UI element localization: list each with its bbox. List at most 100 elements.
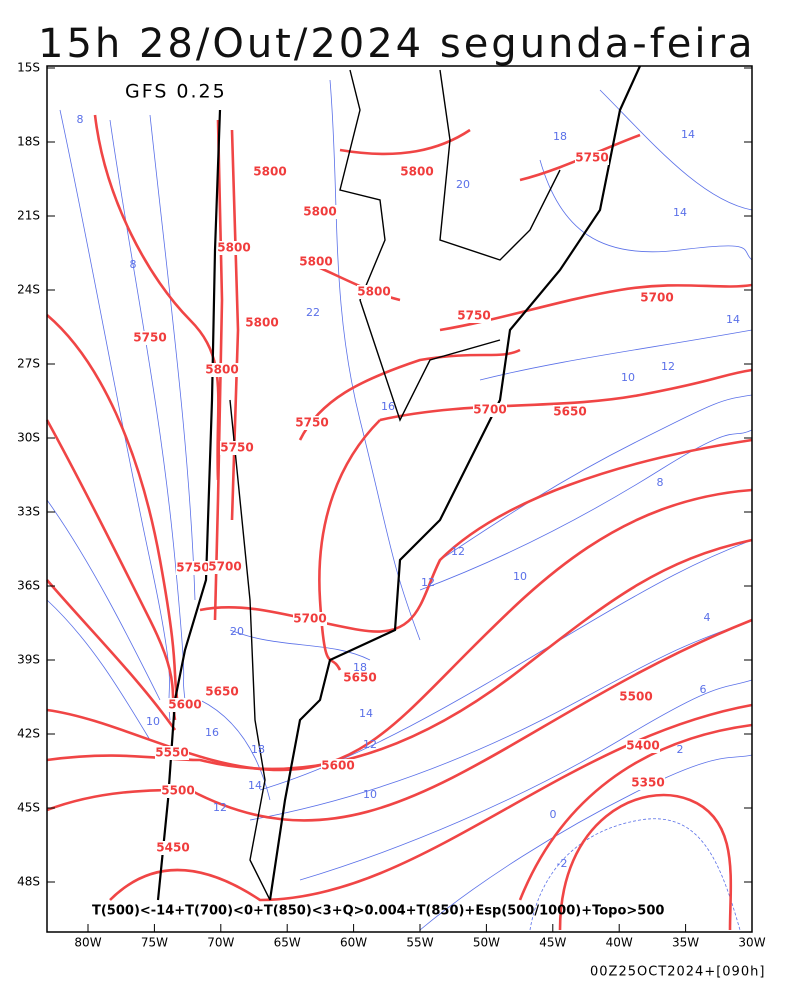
height-label: 5750	[133, 331, 166, 345]
isotherm	[479, 329, 753, 381]
label-bg	[299, 255, 333, 269]
label-bg	[208, 560, 242, 574]
temperature-label: 10	[513, 570, 527, 583]
height-label: 5800	[217, 241, 250, 255]
label-bg	[631, 776, 665, 790]
label-bg	[626, 739, 660, 753]
temperature-label: 4	[704, 611, 711, 624]
isotherm	[199, 699, 271, 801]
temperature-label: 12	[363, 738, 377, 751]
lon-label: 70W	[207, 936, 234, 950]
label-bg	[553, 405, 587, 419]
border	[229, 399, 271, 901]
height-contour	[339, 128, 471, 156]
height-contour	[439, 283, 753, 332]
label-bg	[253, 165, 287, 179]
label-bg	[133, 331, 167, 345]
lon-label: 55W	[406, 936, 433, 950]
temperature-label: 20	[230, 625, 244, 638]
label-bg	[217, 241, 251, 255]
label-bg	[293, 612, 327, 626]
height-contour	[46, 488, 753, 772]
lat-label: 21S	[17, 209, 40, 223]
temperature-label: 14	[726, 313, 740, 326]
temperature-label: -2	[557, 857, 568, 870]
height-label: 5800	[299, 255, 332, 269]
height-label: 5800	[357, 285, 390, 299]
height-label: 5800	[303, 205, 336, 219]
label-bg	[400, 165, 434, 179]
label-bg	[343, 671, 377, 685]
lat-label: 15S	[17, 61, 40, 75]
label-bg	[575, 151, 609, 165]
temperature-label: 2	[677, 743, 684, 756]
temperature-label: 10	[363, 788, 377, 801]
isotherm	[249, 619, 753, 821]
height-label: 5700	[208, 560, 241, 574]
height-label: 5650	[205, 685, 238, 699]
label-bg	[205, 363, 239, 377]
temperature-label: 8	[657, 476, 664, 489]
temperature-label: 18	[353, 661, 367, 674]
temperature-label: 14	[681, 128, 695, 141]
isotherm	[299, 679, 753, 881]
height-contour	[46, 538, 753, 771]
temperature-label: 18	[553, 130, 567, 143]
height-label: 5750	[457, 309, 490, 323]
temperature-label: 6	[700, 683, 707, 696]
label-bg	[303, 205, 337, 219]
isotherm	[46, 499, 161, 701]
lon-label: 45W	[539, 936, 566, 950]
height-contour	[46, 579, 177, 731]
lat-label: 27S	[17, 357, 40, 371]
isotherm	[46, 599, 151, 741]
height-label: 5650	[553, 405, 586, 419]
temperature-label: 16	[381, 400, 395, 413]
height-label: 5600	[321, 759, 354, 773]
border	[439, 69, 561, 261]
height-label: 5750	[176, 561, 209, 575]
lat-label: 48S	[17, 875, 40, 889]
height-contour	[298, 348, 521, 441]
lon-label: 35W	[672, 936, 699, 950]
lat-label: 45S	[17, 801, 40, 815]
temperature-label: 12	[421, 576, 435, 589]
height-label: 5400	[626, 739, 659, 753]
height-label: 5800	[205, 363, 238, 377]
label-bg	[619, 690, 653, 704]
isotherm	[109, 119, 186, 701]
isotherm	[539, 159, 753, 261]
label-bg	[156, 841, 190, 855]
lat-label: 33S	[17, 505, 40, 519]
height-label: 5750	[220, 441, 253, 455]
isotherm	[259, 539, 753, 791]
label-bg	[220, 441, 254, 455]
map-frame	[46, 65, 753, 933]
height-label: 5800	[400, 165, 433, 179]
isotherm	[59, 109, 171, 721]
temperature-label: 10	[621, 371, 635, 384]
label-bg	[357, 285, 391, 299]
label-bg	[176, 561, 210, 575]
height-label: 5500	[161, 784, 194, 798]
isotherm	[229, 629, 371, 661]
temperature-label: 8	[130, 258, 137, 271]
temperature-label: 22	[306, 306, 320, 319]
isotherm	[149, 114, 196, 601]
height-contour	[109, 703, 753, 902]
lat-label: 42S	[17, 727, 40, 741]
lon-label: 30W	[738, 936, 765, 950]
label-bg	[245, 316, 279, 330]
temperature-label: 18	[251, 743, 265, 756]
label-bg	[473, 403, 507, 417]
label-bg	[168, 698, 202, 712]
height-label: 5550	[155, 746, 188, 760]
coastline	[268, 65, 642, 901]
temperature-label: 16	[205, 726, 219, 739]
height-label: 5350	[631, 776, 664, 790]
height-label: 5750	[295, 416, 328, 430]
temperature-label: 14	[248, 779, 262, 792]
run-time: 00Z25OCT2024+[090h]	[590, 965, 765, 980]
temperature-label: 10	[146, 715, 160, 728]
temperature-label: 12	[661, 360, 675, 373]
